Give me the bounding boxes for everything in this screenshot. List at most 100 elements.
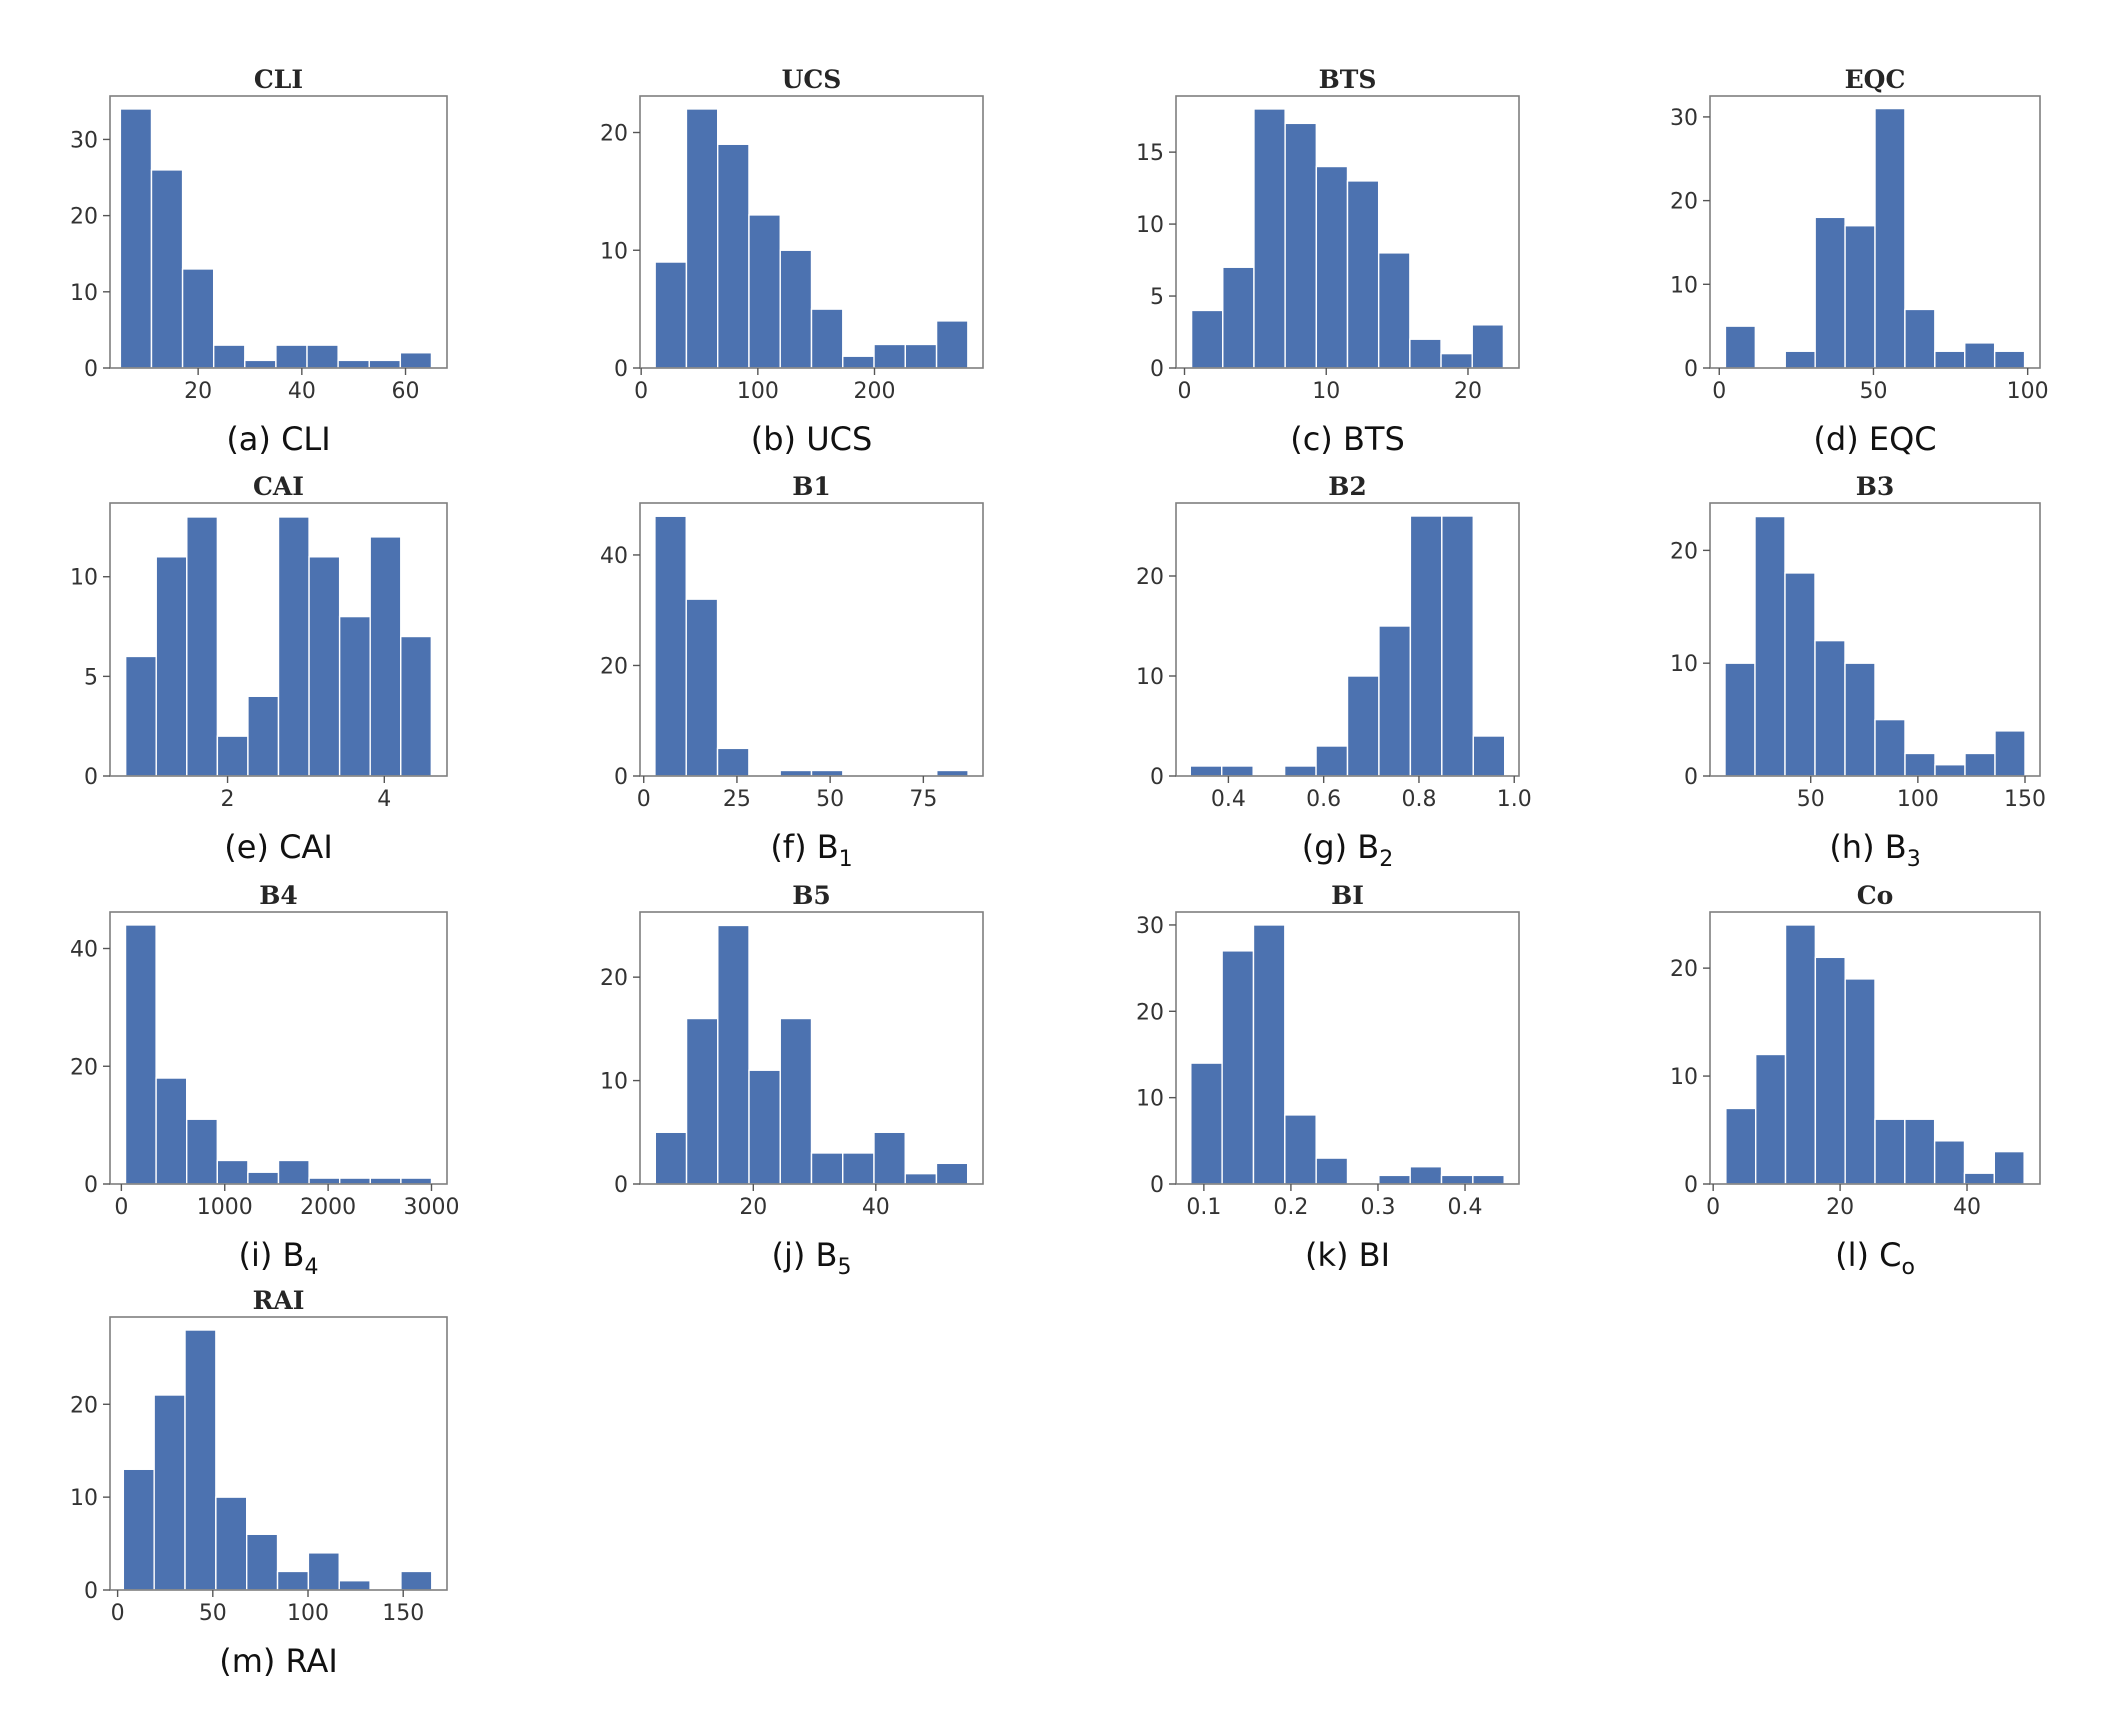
histogram-bar: [685, 108, 719, 369]
histogram-bar: [216, 1159, 249, 1185]
histogram-bar: [1904, 752, 1936, 777]
histogram-bar: [1252, 924, 1286, 1185]
caption-symbol: B: [283, 1236, 305, 1274]
histogram-bar: [308, 556, 341, 777]
x-tick-label: 20: [739, 1195, 767, 1220]
caption-prefix: (h): [1829, 828, 1884, 866]
caption-subscript: 3: [1907, 847, 1921, 872]
y-tick-label: 0: [1150, 1173, 1164, 1198]
histogram-bar: [277, 1159, 310, 1185]
x-tick-label: 20: [1826, 1195, 1854, 1220]
histogram-bar: [1933, 1140, 1966, 1185]
panel-caption: (c) BTS: [1290, 420, 1405, 458]
histogram-bar: [307, 1552, 340, 1591]
plot-frame: [639, 502, 984, 777]
caption-subscript: 4: [304, 1255, 318, 1280]
plot-frame: [1175, 502, 1520, 777]
histogram-bar: [1844, 978, 1876, 1185]
chart-title: B1: [792, 472, 831, 501]
caption-subscript: o: [1901, 1255, 1914, 1280]
histogram-bar: [247, 1171, 280, 1185]
histogram-bar: [1964, 342, 1996, 369]
histogram-bar: [1814, 639, 1846, 777]
histogram-bar: [1993, 350, 2026, 369]
histogram-bar: [244, 359, 277, 369]
x-tick-label: 0.2: [1273, 1195, 1308, 1220]
histogram-bar: [1377, 252, 1411, 369]
histogram-bar: [1754, 515, 1786, 777]
y-tick-label: 0: [614, 1173, 628, 1198]
y-tick-label: 20: [70, 1393, 98, 1418]
histogram-bar: [155, 1077, 188, 1185]
histogram-bar: [150, 169, 184, 369]
y-tick-label: 0: [1150, 765, 1164, 790]
y-tick-label: 20: [70, 1055, 98, 1080]
histogram-bar: [1315, 1157, 1349, 1185]
x-tick-label: 40: [862, 1195, 890, 1220]
histogram-bar: [124, 655, 157, 777]
y-tick-label: 30: [1136, 914, 1164, 939]
histogram-bar: [1441, 515, 1474, 777]
histogram-bar: [400, 1177, 433, 1185]
histogram-bar: [873, 1131, 906, 1185]
histogram-bar: [779, 249, 813, 369]
histogram-bar: [1315, 745, 1349, 777]
histogram-bar: [936, 769, 969, 777]
x-tick-label: 0.6: [1306, 787, 1341, 812]
histogram-bar: [1964, 752, 1996, 777]
histogram-bar: [338, 615, 371, 777]
x-tick-label: 20: [1454, 379, 1482, 404]
y-tick-label: 10: [1136, 213, 1164, 238]
histogram-bar: [717, 924, 750, 1185]
plot-frame: [109, 95, 448, 369]
y-tick-label: 0: [84, 765, 98, 790]
y-tick-label: 15: [1136, 141, 1164, 166]
histogram-bar: [1190, 309, 1224, 369]
caption-subscript: 2: [1379, 847, 1393, 872]
y-tick-label: 0: [84, 1579, 98, 1604]
x-tick-label: 150: [382, 1601, 424, 1626]
histogram-bar: [1874, 1118, 1906, 1185]
caption-symbol: RAI: [286, 1642, 338, 1680]
panel-caption: (m) RAI: [219, 1642, 338, 1680]
y-tick-label: 10: [1670, 273, 1698, 298]
caption-symbol: BI: [1359, 1236, 1390, 1274]
histogram-bar: [1222, 266, 1255, 369]
chart-title: BI: [1331, 881, 1364, 910]
caption-symbol: CAI: [279, 828, 333, 866]
histogram-bar: [1190, 1062, 1223, 1185]
histogram-panel-a: CLI 20 40 60 0 10 20 30 (a) CLI: [70, 65, 448, 458]
histogram-bar: [1284, 1114, 1317, 1185]
chart-title: B2: [1328, 472, 1367, 501]
y-tick-label: 10: [1670, 652, 1698, 677]
x-tick-label: 0: [637, 787, 651, 812]
histogram-bar: [212, 344, 246, 369]
plot-frame: [109, 911, 448, 1185]
x-tick-label: 40: [288, 379, 316, 404]
y-tick-label: 20: [1136, 565, 1164, 590]
y-tick-label: 0: [1150, 357, 1164, 382]
chart-title: Co: [1857, 881, 1894, 910]
histogram-bar: [810, 308, 844, 369]
chart-title: B4: [259, 881, 298, 910]
y-tick-label: 40: [600, 544, 628, 569]
histogram-bar: [685, 598, 719, 777]
x-tick-label: 0.3: [1360, 1195, 1395, 1220]
histogram-bar: [1409, 515, 1443, 777]
histogram-bar: [1221, 950, 1255, 1185]
plot-frame: [1709, 95, 2041, 369]
y-tick-label: 0: [1684, 357, 1698, 382]
y-tick-label: 20: [600, 966, 628, 991]
histogram-bar: [1993, 1150, 2025, 1185]
y-tick-label: 0: [614, 765, 628, 790]
histogram-bar: [339, 1177, 372, 1185]
chart-title: UCS: [782, 65, 842, 94]
x-tick-label: 2: [221, 787, 235, 812]
histogram-bar: [1346, 675, 1380, 777]
x-tick-label: 150: [2004, 787, 2046, 812]
histogram-panel-g: B2 0.4 0.6 0.8 1.0 0 10 20 (g) B2: [1136, 472, 1532, 872]
caption-symbol: EQC: [1869, 420, 1937, 458]
caption-symbol: CLI: [281, 420, 331, 458]
histogram-panel-l: Co 0 20 40 0 10 20 (l) Co: [1670, 881, 2041, 1280]
